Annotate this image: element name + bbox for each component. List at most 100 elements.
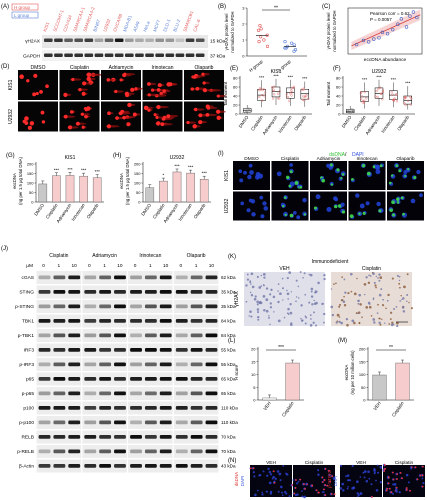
category-label: Irinotecan bbox=[380, 114, 396, 133]
cell bbox=[389, 311, 393, 314]
data-point bbox=[303, 95, 307, 99]
nucleus bbox=[238, 169, 243, 174]
comet-head bbox=[106, 124, 112, 129]
data-point bbox=[272, 89, 275, 93]
sample-label: HeLa bbox=[142, 20, 151, 32]
cell bbox=[256, 315, 260, 319]
blot-band bbox=[205, 304, 218, 309]
data-point bbox=[396, 22, 400, 26]
cell bbox=[315, 301, 318, 305]
cell bbox=[369, 275, 372, 277]
data-point bbox=[302, 87, 306, 90]
nucleus bbox=[247, 174, 252, 180]
dsdna-signal bbox=[337, 204, 342, 208]
column-label: Cisplatin bbox=[70, 65, 89, 71]
cell bbox=[396, 324, 399, 328]
cell bbox=[289, 311, 293, 315]
signal bbox=[250, 467, 252, 470]
comet-head bbox=[115, 116, 119, 120]
blot-band bbox=[64, 53, 73, 57]
data-point bbox=[409, 95, 412, 99]
nucleus bbox=[296, 482, 299, 485]
panel-letter-b: (B) bbox=[218, 4, 226, 10]
data-point bbox=[390, 91, 393, 94]
category-label: Olaparib bbox=[293, 114, 307, 131]
blot-band bbox=[190, 333, 203, 338]
blot-band bbox=[114, 377, 126, 381]
nucleus bbox=[347, 485, 349, 488]
cell bbox=[382, 298, 384, 301]
signal bbox=[405, 489, 408, 491]
comet-head bbox=[27, 125, 32, 130]
dsdna-signal bbox=[282, 204, 285, 208]
tick-label: 50 bbox=[361, 385, 366, 390]
blot-band bbox=[145, 38, 154, 42]
blot-band bbox=[144, 464, 157, 468]
data-point bbox=[292, 86, 295, 90]
blot-band bbox=[130, 391, 142, 396]
micrograph bbox=[348, 191, 386, 221]
data-point bbox=[391, 27, 395, 32]
sample-label: KIS1 bbox=[42, 21, 50, 32]
blot-band bbox=[114, 275, 126, 280]
cell bbox=[361, 316, 363, 319]
dsdna-signal bbox=[321, 178, 326, 183]
cell bbox=[245, 284, 248, 287]
nucleus bbox=[326, 163, 331, 168]
blot-band bbox=[114, 420, 126, 425]
comet-head bbox=[147, 108, 151, 112]
column-label: Irinotecan bbox=[356, 156, 377, 162]
cell bbox=[391, 321, 394, 324]
nucleus bbox=[419, 193, 423, 198]
data-point bbox=[262, 38, 266, 42]
legend-label: L group bbox=[14, 13, 30, 18]
nucleus bbox=[321, 491, 324, 493]
cell bbox=[310, 295, 314, 298]
nucleus bbox=[367, 470, 370, 474]
cell bbox=[387, 293, 390, 297]
cell bbox=[372, 272, 375, 275]
tick-label: 0 bbox=[363, 398, 366, 403]
signal bbox=[304, 487, 306, 490]
dsdna-signal bbox=[402, 212, 405, 216]
comet-head bbox=[114, 89, 118, 94]
sig-label: *** bbox=[376, 74, 382, 79]
cell bbox=[341, 276, 344, 279]
nucleus bbox=[352, 486, 356, 490]
nucleus bbox=[246, 208, 251, 213]
stain-label: DAPI bbox=[333, 476, 338, 487]
data-point bbox=[375, 90, 378, 93]
nucleus bbox=[269, 490, 273, 494]
blot-band bbox=[99, 464, 112, 468]
data-point bbox=[415, 15, 419, 20]
cell bbox=[268, 315, 270, 317]
blot-band bbox=[53, 406, 66, 410]
row-label: p-p100 bbox=[19, 420, 34, 426]
data-point bbox=[350, 110, 353, 114]
dsdna-signal bbox=[372, 165, 376, 169]
cell bbox=[376, 312, 379, 314]
cell bbox=[365, 305, 369, 309]
category-label: Cisplatin bbox=[152, 202, 166, 219]
nucleus bbox=[296, 215, 301, 220]
data-point bbox=[404, 96, 407, 99]
nucleus bbox=[334, 197, 339, 202]
cell bbox=[260, 274, 263, 277]
comet-head bbox=[195, 86, 200, 91]
blot-band bbox=[190, 319, 203, 323]
kda-label: 110 kDa bbox=[221, 406, 238, 411]
cell bbox=[297, 285, 300, 288]
data-point bbox=[366, 40, 371, 44]
row-label: U2932 bbox=[224, 198, 230, 213]
data-point bbox=[242, 112, 245, 115]
cell bbox=[305, 316, 308, 319]
nucleus bbox=[328, 473, 331, 477]
cell bbox=[401, 298, 403, 301]
nucleus bbox=[375, 164, 380, 169]
nucleus bbox=[259, 473, 262, 477]
panel-letter-k: (K) bbox=[228, 254, 236, 260]
blot-band bbox=[68, 420, 81, 425]
nucleus bbox=[262, 201, 267, 206]
blot-band bbox=[165, 53, 175, 57]
category-label: Adriamycin bbox=[261, 114, 278, 136]
